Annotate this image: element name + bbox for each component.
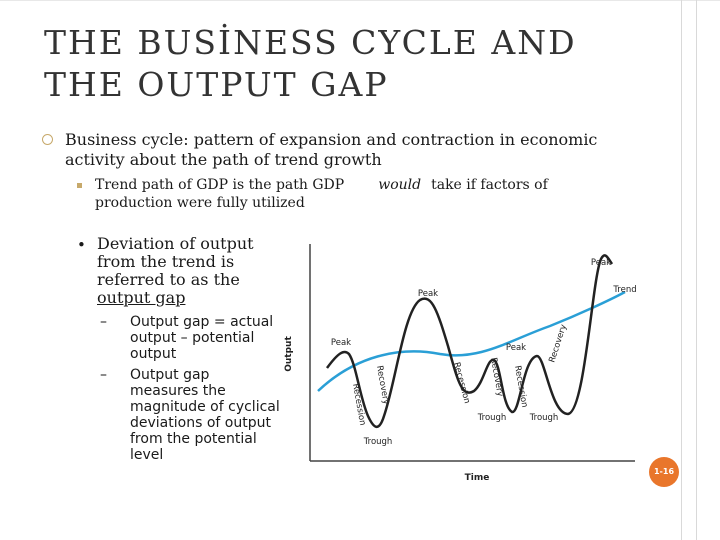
bullet-trend-path: Trend path of GDP is the path GDP would ta… (95, 176, 655, 212)
bullet-output-gap: Deviation of output from the trend is re… (97, 235, 277, 307)
trough-label: Trough (477, 413, 507, 423)
bullet-dot-icon: • (77, 236, 86, 254)
bullet-ring-icon (42, 134, 53, 145)
dash-marker: – (100, 367, 107, 383)
y-axis-label: Output (284, 336, 294, 372)
recovery-label: Recovery (374, 365, 391, 406)
trend-line (317, 290, 626, 392)
slide-rail-left (681, 0, 682, 540)
trough-label: Trough (529, 413, 559, 423)
bullet-business-cycle: Business cycle: pattern of expansion and… (65, 130, 598, 169)
trend-path-text-before: Trend path of GDP is the path GDP (95, 177, 345, 193)
slide-rail-right (696, 0, 697, 540)
trend-path-text-after: take if factors of (431, 177, 548, 193)
peak-label: Peak (506, 343, 526, 353)
trough-label: Trough (363, 437, 393, 447)
sub-bullet-definition-text: Output gap = actual output – potential o… (130, 314, 274, 362)
output-gap-term: output gap (97, 288, 186, 307)
trend-path-emphasis: would (378, 177, 422, 193)
sub-bullet-magnitude-text: Output gap measures the magnitude of cyc… (130, 367, 280, 463)
business-cycle-diagram: Output Time Peak Peak Peak Peak Trough T… (284, 244, 637, 483)
slide-top-border (0, 0, 720, 1)
recovery-label: Recovery (488, 357, 505, 398)
bullet-square-icon (77, 183, 82, 188)
x-axis-label: Time (465, 473, 490, 483)
slide-title-line-2: THE OUTPUT GAP (44, 65, 389, 104)
recession-label: Recession (451, 361, 472, 405)
slide-title-line-1: THE BUSİNESS CYCLE AND (44, 23, 577, 62)
dash-marker: – (100, 314, 107, 330)
peak-label: Peak (591, 258, 611, 268)
recovery-label: Recovery (547, 323, 569, 364)
trend-path-text-line2: production were fully utilized (95, 195, 305, 211)
recession-label: Recession (350, 383, 367, 427)
peak-label: Peak (418, 289, 438, 299)
trend-label: Trend (612, 285, 636, 295)
page-number-badge: 1-16 (649, 457, 679, 487)
peak-label: Peak (331, 338, 351, 348)
business-cycle-curve (325, 254, 614, 429)
slide-title: THE BUSİNESS CYCLE AND THE OUTPUT GAP (44, 22, 577, 106)
output-gap-text: Deviation of output from the trend is re… (97, 234, 254, 289)
